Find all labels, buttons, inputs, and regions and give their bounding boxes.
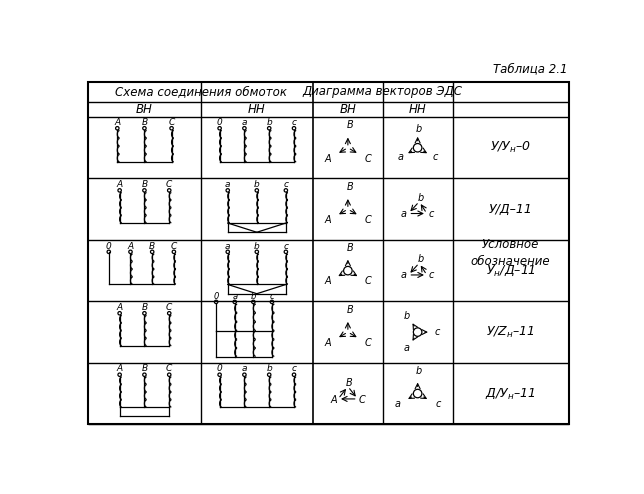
Text: 0: 0 <box>217 118 222 127</box>
Text: B: B <box>347 305 354 315</box>
Text: b: b <box>267 365 272 373</box>
Text: b: b <box>251 292 256 301</box>
Text: c: c <box>292 365 296 373</box>
Text: C: C <box>359 395 366 405</box>
Text: C: C <box>365 215 372 225</box>
Text: C: C <box>166 365 173 373</box>
Text: Д/У$_н$–11: Д/У$_н$–11 <box>486 386 536 401</box>
Text: 0: 0 <box>217 365 222 373</box>
Text: C: C <box>169 118 175 127</box>
Text: a: a <box>242 118 247 127</box>
Text: 0: 0 <box>213 292 219 301</box>
Text: C: C <box>365 338 372 348</box>
Text: c: c <box>435 399 440 410</box>
Text: a: a <box>225 242 231 250</box>
Text: B: B <box>149 242 155 250</box>
Text: C: C <box>171 242 177 250</box>
Text: c: c <box>434 327 440 337</box>
Text: Таблица 2.1: Таблица 2.1 <box>493 62 567 76</box>
Text: c: c <box>429 270 434 280</box>
Text: a: a <box>397 152 403 162</box>
Text: A: A <box>117 180 123 189</box>
Text: C: C <box>365 277 372 287</box>
Text: НН: НН <box>248 103 266 116</box>
Text: b: b <box>416 124 422 133</box>
Text: A: A <box>325 154 331 164</box>
Text: У/У$_н$–0: У/У$_н$–0 <box>490 140 531 155</box>
Text: У/Z$_н$–11: У/Z$_н$–11 <box>486 325 535 340</box>
Text: b: b <box>254 180 260 189</box>
Text: 0: 0 <box>105 242 111 250</box>
Text: B: B <box>347 244 354 253</box>
Text: A: A <box>117 365 123 373</box>
Text: C: C <box>365 154 372 164</box>
Text: B: B <box>142 180 147 189</box>
Text: a: a <box>225 180 231 189</box>
Text: У$_н$/Д–11: У$_н$/Д–11 <box>486 263 536 278</box>
Text: Условное
обозначение: Условное обозначение <box>471 238 551 268</box>
Text: a: a <box>403 343 410 353</box>
Text: c: c <box>283 242 289 250</box>
Text: c: c <box>432 152 438 162</box>
Text: A: A <box>325 215 331 225</box>
Text: b: b <box>417 254 424 264</box>
Text: b: b <box>417 193 424 203</box>
Text: a: a <box>232 292 237 301</box>
Text: b: b <box>254 242 260 250</box>
Text: a: a <box>394 399 401 410</box>
Text: c: c <box>429 208 434 218</box>
Text: A: A <box>128 242 133 250</box>
Text: У/Д–11: У/Д–11 <box>489 203 533 216</box>
Text: B: B <box>142 118 147 127</box>
Text: Схема соединения обмоток: Схема соединения обмоток <box>115 85 287 98</box>
Text: A: A <box>325 338 331 348</box>
Text: НН: НН <box>409 103 426 116</box>
Text: a: a <box>401 208 407 218</box>
Text: a: a <box>242 365 247 373</box>
Text: B: B <box>347 182 354 192</box>
Text: c: c <box>283 180 289 189</box>
Text: ВН: ВН <box>136 103 153 116</box>
Text: A: A <box>117 303 123 312</box>
Text: C: C <box>166 180 173 189</box>
Text: A: A <box>114 118 120 127</box>
Text: C: C <box>166 303 173 312</box>
Text: ВН: ВН <box>339 103 356 116</box>
Text: B: B <box>345 378 352 388</box>
Text: A: A <box>330 395 337 405</box>
Text: B: B <box>142 303 147 312</box>
Text: b: b <box>416 366 422 376</box>
Text: c: c <box>292 118 296 127</box>
Text: B: B <box>142 365 147 373</box>
Text: b: b <box>267 118 272 127</box>
Text: a: a <box>401 270 407 280</box>
Text: A: A <box>325 277 331 287</box>
Text: B: B <box>347 121 354 130</box>
Text: b: b <box>404 311 410 321</box>
Text: c: c <box>270 292 274 301</box>
Text: Диаграмма векторов ЭДС: Диаграмма векторов ЭДС <box>303 85 463 98</box>
